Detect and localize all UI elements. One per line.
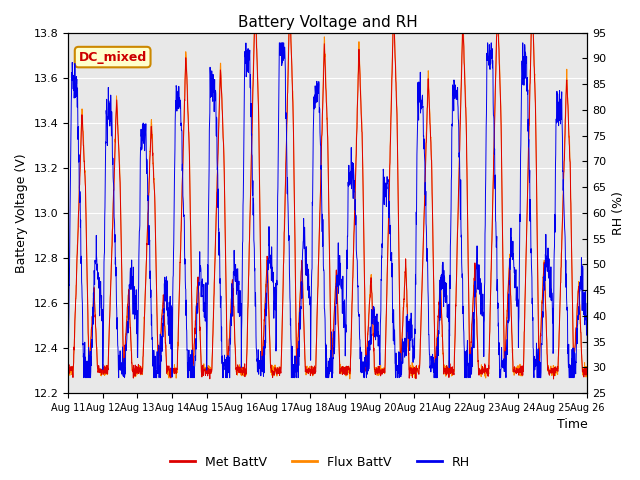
Text: DC_mixed: DC_mixed xyxy=(79,50,147,63)
Y-axis label: Battery Voltage (V): Battery Voltage (V) xyxy=(15,153,28,273)
X-axis label: Time: Time xyxy=(557,419,588,432)
Legend: Met BattV, Flux BattV, RH: Met BattV, Flux BattV, RH xyxy=(165,451,475,474)
Y-axis label: RH (%): RH (%) xyxy=(612,191,625,235)
Title: Battery Voltage and RH: Battery Voltage and RH xyxy=(238,15,418,30)
